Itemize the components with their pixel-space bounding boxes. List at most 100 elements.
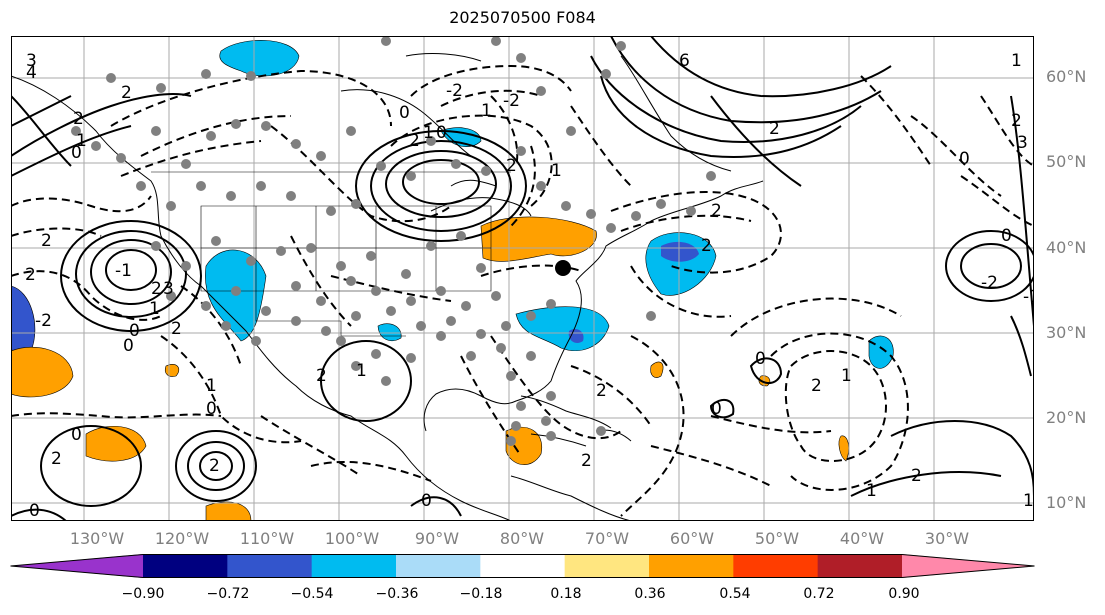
contour-label: 2 bbox=[506, 156, 517, 176]
shade-blue bbox=[11, 285, 36, 355]
colorbar-tick: 0.36 bbox=[634, 586, 666, 602]
contour-label: 2 bbox=[596, 381, 607, 401]
colorbar-tick: −0.72 bbox=[206, 586, 250, 602]
colorbar-segment bbox=[480, 554, 566, 578]
lat-label: 30°N bbox=[1046, 323, 1087, 342]
contours-negative bbox=[11, 64, 1034, 517]
contour-label: 3 bbox=[26, 51, 37, 71]
contour-label: 3 bbox=[1017, 133, 1028, 153]
contour-label: 1 bbox=[481, 101, 492, 121]
colorbar-segment bbox=[311, 554, 397, 578]
lon-label: 120°W bbox=[154, 529, 210, 548]
lon-label: 30°W bbox=[924, 529, 970, 548]
colorbar-tick: −0.36 bbox=[375, 586, 419, 602]
colorbar-tick: −0.18 bbox=[459, 586, 503, 602]
contour-label: 4 bbox=[26, 63, 37, 83]
map-title: 2025070500 F084 bbox=[449, 8, 596, 27]
contour-label: 2 bbox=[581, 451, 592, 471]
contour-label: 2 bbox=[1011, 111, 1022, 131]
contour-label: 2 bbox=[711, 201, 722, 221]
shade-blue bbox=[868, 335, 894, 369]
contour-label: 0 bbox=[959, 149, 970, 169]
contour-label: 2 bbox=[171, 319, 182, 339]
contour-label: 2 bbox=[811, 376, 822, 396]
lon-label: 40°W bbox=[839, 529, 885, 548]
colorbar-segment bbox=[227, 554, 313, 578]
lon-label: 80°W bbox=[499, 529, 545, 548]
contour-label: 0 bbox=[129, 321, 140, 341]
contour-label: 2 bbox=[151, 279, 162, 299]
lat-label: 10°N bbox=[1046, 493, 1087, 512]
contour-label: 2 bbox=[25, 265, 36, 285]
colorbar-segment bbox=[649, 554, 734, 578]
colorbar-segment bbox=[396, 554, 481, 578]
state-borders bbox=[151, 171, 511, 337]
contour-label: 2 bbox=[701, 236, 712, 256]
contour-label: -2 bbox=[35, 311, 52, 331]
colorbar-svg bbox=[10, 554, 1035, 578]
shade-orange bbox=[205, 501, 252, 521]
shade-orange bbox=[838, 435, 850, 462]
contour-label: -1 bbox=[1023, 287, 1034, 307]
contour-label: -1 bbox=[115, 261, 132, 281]
contour-label: 1 bbox=[551, 161, 562, 181]
contour-label: 0 bbox=[399, 103, 410, 123]
contour-label: 0 bbox=[711, 399, 722, 419]
colorbar-tick: 0.18 bbox=[550, 586, 582, 602]
contour-label: 6 bbox=[679, 51, 690, 71]
map-canvas: 3 4 2 2 1 0 -2 -2 1 2 2 0 1 0 6 1 2 3 2 … bbox=[11, 36, 1034, 521]
colorbar-segment bbox=[733, 554, 819, 578]
contour-label: 0 bbox=[123, 336, 134, 356]
contour-label: 0 bbox=[71, 143, 82, 163]
contour-label: 1 bbox=[149, 299, 160, 319]
contour-labels: 3 4 2 2 1 0 -2 -2 1 2 2 0 1 0 6 1 2 3 2 … bbox=[25, 51, 1034, 521]
lon-label: 50°W bbox=[754, 529, 800, 548]
colorbar-tick: −0.90 bbox=[121, 586, 165, 602]
contour-label: 2 bbox=[41, 231, 52, 251]
shade-orange bbox=[480, 216, 597, 262]
contour-label: 1 bbox=[356, 361, 367, 381]
contour-label: 0 bbox=[436, 123, 447, 143]
contours-positive bbox=[11, 36, 1034, 521]
contour-label: 0 bbox=[29, 501, 40, 521]
lon-label: 110°W bbox=[239, 529, 295, 548]
colorbar-segment bbox=[564, 554, 650, 578]
shade-blue bbox=[377, 323, 402, 341]
colorbar-segment bbox=[817, 554, 903, 578]
contour-label: 0 bbox=[71, 425, 82, 445]
station-dots bbox=[71, 36, 716, 446]
contour-label: -2 bbox=[503, 91, 520, 111]
city-marker bbox=[555, 260, 571, 276]
shade-blue bbox=[661, 241, 699, 262]
contour-label: 1 bbox=[1023, 491, 1034, 511]
contour-label: 1 bbox=[866, 481, 877, 501]
shade-blue bbox=[219, 40, 300, 77]
colorbar-tick: 0.54 bbox=[719, 586, 751, 602]
contour-label: 2 bbox=[911, 466, 922, 486]
lon-label: 100°W bbox=[324, 529, 380, 548]
colorbar-extend-high bbox=[902, 554, 1035, 578]
shade-orange bbox=[650, 361, 664, 378]
contour-label: 2 bbox=[409, 131, 420, 151]
shade-blue bbox=[515, 306, 610, 352]
contour-label: -2 bbox=[981, 273, 998, 293]
contour-label: 0 bbox=[421, 491, 432, 511]
colorbar-outline bbox=[10, 554, 1035, 578]
lon-label: 60°W bbox=[669, 529, 715, 548]
contour-label: 0 bbox=[755, 349, 766, 369]
contour-label: 2 bbox=[316, 366, 327, 386]
colorbar-tick: −0.54 bbox=[290, 586, 334, 602]
colorbar-extend-low bbox=[10, 554, 143, 578]
lon-label: 90°W bbox=[414, 529, 460, 548]
shade-orange bbox=[85, 425, 147, 462]
contour-label: 2 bbox=[73, 109, 84, 129]
lat-label: 60°N bbox=[1046, 67, 1087, 86]
contour-label: -2 bbox=[446, 81, 463, 101]
lon-label: 70°W bbox=[584, 529, 630, 548]
contour-label: 2 bbox=[51, 449, 62, 469]
contour-label: 0 bbox=[1001, 226, 1012, 246]
contour-label: 1 bbox=[1011, 51, 1022, 71]
contour-label: 1 bbox=[423, 123, 434, 143]
shaded-regions bbox=[11, 40, 894, 521]
contour-label: 2 bbox=[121, 83, 132, 103]
